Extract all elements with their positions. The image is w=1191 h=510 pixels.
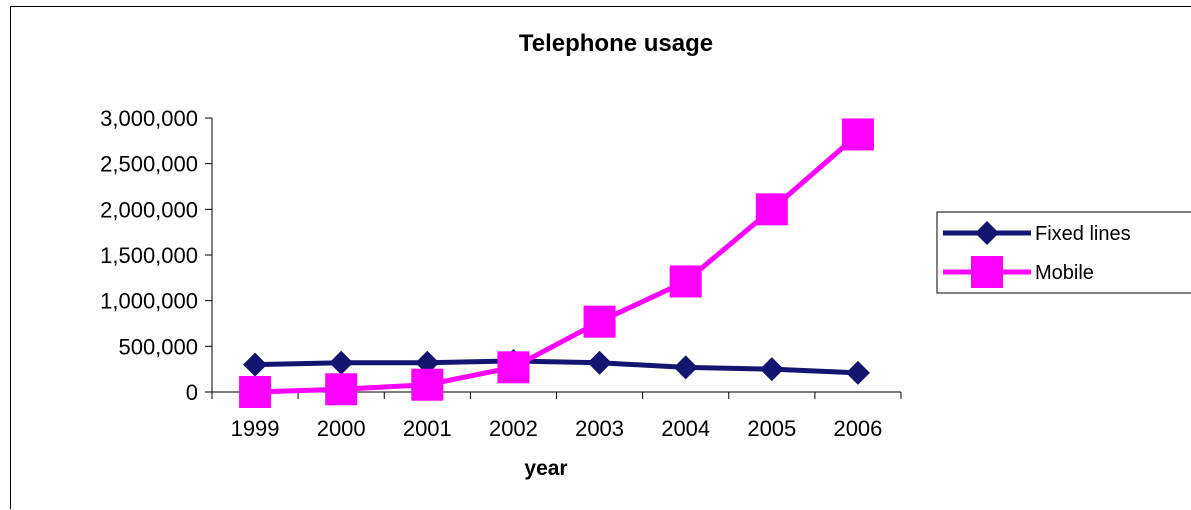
y-tick-label: 0 bbox=[186, 380, 198, 405]
line-chart: Telephone usage 0 500,000 1,000,000 1,500,0… bbox=[100, 30, 1191, 480]
x-tick-label: 2002 bbox=[489, 416, 538, 441]
data-point bbox=[497, 351, 530, 384]
y-tick-label: 2,000,000 bbox=[100, 197, 198, 222]
legend-marker bbox=[975, 221, 999, 245]
x-tick-label: 2003 bbox=[575, 416, 624, 441]
y-tick-label: 500,000 bbox=[118, 334, 198, 359]
x-axis-title: year bbox=[524, 457, 567, 480]
x-tick-label: 1999 bbox=[231, 416, 280, 441]
data-point bbox=[669, 265, 702, 298]
x-tick-label: 2004 bbox=[661, 416, 710, 441]
data-point bbox=[673, 355, 698, 380]
chart-title: Telephone usage bbox=[519, 30, 713, 57]
x-tick-label: 2005 bbox=[747, 416, 796, 441]
legend-label: Fixed lines bbox=[1035, 223, 1131, 245]
y-tick-label: 1,500,000 bbox=[100, 243, 198, 268]
legend-marker bbox=[971, 256, 1003, 288]
y-tick-label: 1,000,000 bbox=[100, 289, 198, 314]
data-point bbox=[841, 118, 874, 151]
series-layer bbox=[239, 118, 874, 408]
series-line bbox=[255, 358, 859, 376]
y-tick-label: 2,500,000 bbox=[100, 152, 198, 177]
data-point bbox=[325, 373, 358, 406]
series-line bbox=[254, 132, 860, 395]
data-point bbox=[243, 352, 268, 377]
x-tick-label: 2006 bbox=[833, 416, 882, 441]
data-point bbox=[759, 357, 784, 382]
legend-label: Mobile bbox=[1035, 262, 1094, 284]
data-point bbox=[845, 360, 870, 385]
chart-frame: Telephone usage 0 500,000 1,000,000 1,500,0… bbox=[10, 6, 1191, 509]
y-tick-label: 3,000,000 bbox=[100, 106, 198, 131]
x-tick-label: 2000 bbox=[317, 416, 366, 441]
legend: Fixed lines Mobile bbox=[936, 211, 1191, 294]
data-point bbox=[755, 193, 788, 226]
data-point bbox=[239, 376, 272, 408]
series-mobile bbox=[239, 118, 874, 408]
data-point bbox=[587, 350, 612, 375]
x-tick-label: 2001 bbox=[403, 416, 452, 441]
data-point bbox=[583, 305, 616, 338]
axes: 0 500,000 1,000,000 1,500,000 2,000,000 2,500… bbox=[100, 106, 902, 441]
data-point bbox=[329, 350, 354, 375]
data-point bbox=[411, 368, 444, 401]
